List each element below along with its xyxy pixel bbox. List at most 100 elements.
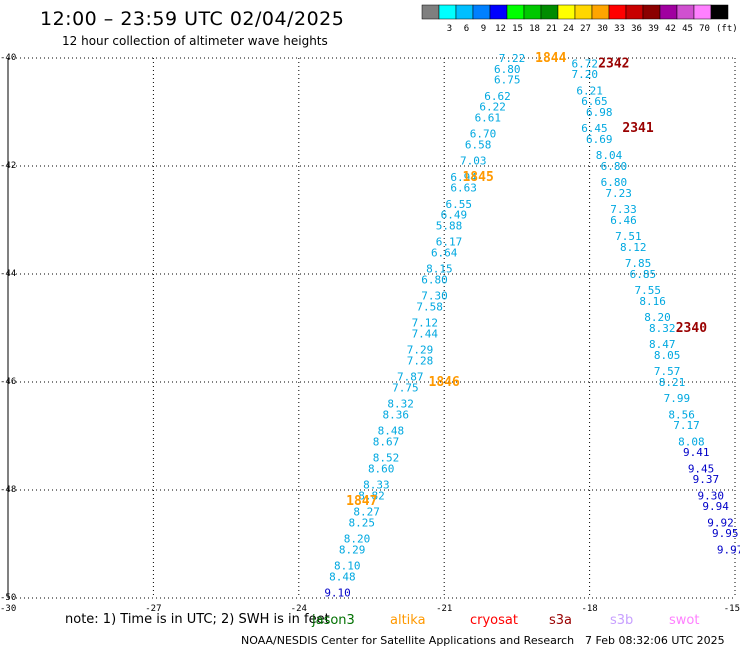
wave-height-label: 6.85 — [630, 268, 657, 281]
wave-height-label: 6.55 — [445, 198, 472, 211]
color-scale-swatch — [574, 4, 593, 20]
wave-height-label: 7.29 — [407, 344, 434, 357]
footer-timestamp: 7 Feb 08:32:06 UTC 2025 — [585, 634, 725, 647]
color-scale-swatch — [608, 4, 627, 20]
x-tick-label: -24 — [291, 604, 307, 614]
wave-height-label: 7.30 — [421, 290, 448, 303]
wave-height-label: 6.46 — [610, 214, 637, 227]
wave-height-label: 6.70 — [470, 128, 497, 141]
pass-time-label: 1846 — [429, 375, 460, 390]
pass-time-label: 2341 — [622, 121, 653, 136]
legend-item-altika: altika — [390, 613, 426, 628]
x-tick-label: -21 — [436, 604, 452, 614]
wave-height-label: 5.88 — [436, 219, 463, 232]
wave-height-label: 6.72 — [572, 57, 599, 70]
wave-height-label: 8.20 — [644, 311, 671, 324]
wave-height-label: 6.94 — [450, 171, 477, 184]
pass-time-label: 1844 — [535, 51, 566, 66]
wave-height-label: 6.62 — [484, 90, 511, 103]
wave-height-label: 8.05 — [654, 349, 681, 362]
color-scale-label: 45 — [682, 24, 693, 34]
wave-height-label: 8.12 — [620, 241, 647, 254]
pass-time-label: 1845 — [462, 170, 493, 185]
color-scale-swatch — [557, 4, 576, 20]
color-scale-label: 42 — [665, 24, 676, 34]
y-tick-label: -40 — [0, 53, 16, 63]
color-scale-label: 9 — [481, 24, 486, 34]
color-scale-swatch — [523, 4, 542, 20]
wave-height-label: 7.28 — [407, 354, 434, 367]
footer-note: note: 1) Time is in UTC; 2) SWH is in fe… — [65, 612, 330, 627]
color-scale-label: 6 — [464, 24, 469, 34]
wave-height-label: 6.21 — [576, 84, 603, 97]
pass-time-label: 2340 — [676, 321, 707, 336]
color-scale-swatch — [676, 4, 695, 20]
wave-height-label: 9.94 — [702, 500, 729, 513]
wave-height-label: 6.80 — [494, 63, 521, 76]
color-scale-label: 15 — [512, 24, 523, 34]
wave-height-label: 7.33 — [610, 203, 637, 216]
wave-height-label: 8.20 — [344, 533, 371, 546]
wave-height-label: 8.10 — [334, 560, 361, 573]
wave-height-label: 6.75 — [494, 74, 521, 87]
color-scale-label: 27 — [580, 24, 591, 34]
wave-height-label: 7.22 — [499, 52, 526, 65]
legend-item-s3a: s3a — [549, 613, 573, 628]
legend-item-s3b: s3b — [610, 613, 634, 628]
color-scale-swatch — [506, 4, 525, 20]
wave-height-label: 8.32 — [649, 322, 676, 335]
y-tick-label: -42 — [0, 161, 16, 171]
color-scale-label: 12 — [495, 24, 506, 34]
wave-height-label: 8.60 — [368, 462, 395, 475]
wave-height-label: 9.45 — [688, 462, 715, 475]
color-scale-swatch — [421, 4, 440, 20]
wave-height-label: 7.57 — [654, 365, 681, 378]
wave-height-label: 8.29 — [339, 543, 366, 556]
pass-time-label: 1847 — [346, 494, 377, 509]
chart-title: 12:00 – 23:59 UTC 02/04/2025 — [40, 8, 345, 30]
color-scale-label: 33 — [614, 24, 625, 34]
wave-height-label: 7.20 — [572, 68, 599, 81]
y-tick-label: -44 — [0, 269, 16, 279]
y-tick-label: -48 — [0, 485, 16, 495]
color-scale-swatch — [642, 4, 661, 20]
y-tick-label: -46 — [0, 377, 16, 387]
wave-height-label: 8.82 — [358, 489, 385, 502]
wave-height-label: 8.47 — [649, 338, 676, 351]
wave-height-label: 7.87 — [397, 371, 424, 384]
wave-height-label: 8.04 — [596, 149, 623, 162]
color-scale-label: 70 — [699, 24, 710, 34]
color-scale-label: 3 — [447, 24, 452, 34]
wave-height-label: 9.10 — [324, 587, 351, 600]
wave-height-label: 9.30 — [698, 489, 725, 502]
color-scale-label: 18 — [529, 24, 540, 34]
wave-height-label: 7.85 — [625, 257, 652, 270]
wave-height-label: 8.48 — [329, 570, 356, 583]
color-scale-swatch — [472, 4, 491, 20]
wave-height-label: 7.99 — [664, 392, 691, 405]
y-tick-label: -50 — [0, 593, 16, 603]
wave-height-label: 7.12 — [412, 317, 439, 330]
wave-height-label: 7.03 — [460, 155, 487, 168]
wave-height-label: 8.27 — [353, 506, 380, 519]
wave-height-label: 7.75 — [392, 381, 419, 394]
wave-height-label: 9.97 — [717, 543, 740, 556]
wave-height-label: 7.17 — [673, 419, 700, 432]
wave-height-label: 9.41 — [683, 446, 710, 459]
chart-subtitle: 12 hour collection of altimeter wave hei… — [62, 34, 328, 48]
wave-height-label: 8.16 — [639, 295, 666, 308]
legend-item-jason3: jason3 — [312, 613, 355, 628]
color-scale-swatch — [455, 4, 474, 20]
wave-height-label: 8.25 — [349, 516, 376, 529]
pass-time-label: 2342 — [598, 56, 629, 71]
wave-height-label: 9.92 — [707, 516, 734, 529]
wave-height-label: 6.64 — [431, 246, 458, 259]
color-scale-unit: (ft) — [716, 24, 738, 34]
wave-height-label: 6.69 — [586, 133, 613, 146]
wave-height-label: 8.48 — [378, 425, 405, 438]
wave-height-label: 6.58 — [465, 138, 492, 151]
wave-height-label: 6.80 — [601, 176, 628, 189]
wave-height-label: 8.67 — [373, 435, 400, 448]
x-tick-label: -18 — [581, 604, 597, 614]
